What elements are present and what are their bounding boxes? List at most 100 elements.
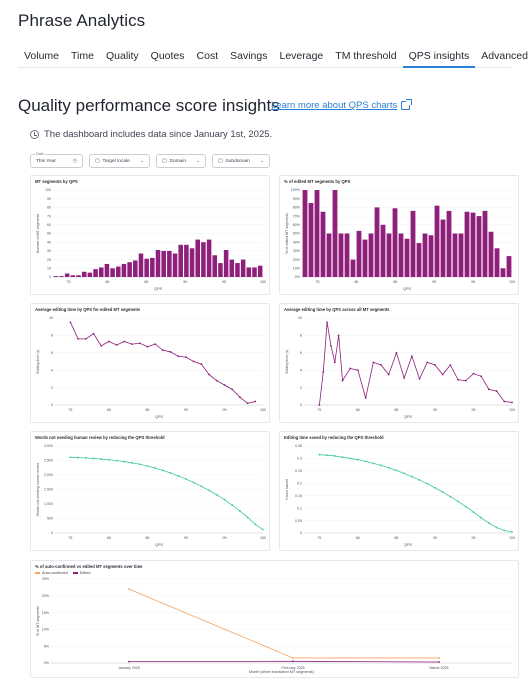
learn-more-link[interactable]: Learn more about QPS charts (271, 99, 413, 111)
data-point (223, 384, 226, 386)
bar (59, 276, 64, 277)
data-point (223, 498, 226, 501)
bar (314, 190, 320, 277)
x-tick-label: 80 (356, 408, 360, 412)
x-tick-label: 95 (222, 408, 226, 412)
x-tick-label: 75 (68, 536, 72, 540)
y-tick-label: 2 (51, 386, 53, 390)
data-point (330, 344, 332, 347)
data-point (215, 493, 218, 496)
x-tick-label: 75 (68, 408, 72, 412)
bar (326, 233, 332, 277)
y-tick-label: 20% (293, 258, 301, 262)
y-tick-label: 0 (51, 403, 53, 407)
chart-svg: 0 2 4 6 8 10 QPS Editing time (s) 75 80 85 90 95 100 (36, 316, 266, 419)
bar (482, 210, 488, 277)
subdomain-filter[interactable]: ▢ Subdomain ⌄ (212, 154, 270, 168)
bar (240, 259, 246, 277)
bar (223, 250, 229, 277)
chart-svg: 0% 5% 10% 15% 20% 25% Month (when translated M… (36, 577, 512, 674)
bar (246, 267, 252, 277)
data-point (387, 373, 390, 376)
data-point (380, 364, 382, 366)
date-filter[interactable]: Date This Year ◷ (30, 151, 83, 168)
legend-item-auto-confirmed[interactable]: Auto-confirmed (35, 571, 68, 575)
data-point (426, 482, 429, 485)
bar (356, 230, 362, 277)
data-point (464, 379, 467, 382)
series-line (70, 322, 256, 404)
data-point (349, 367, 352, 370)
target-locale-filter[interactable]: ▢ Target locale ⌄ (89, 154, 150, 168)
x-tick-label: 75 (67, 280, 71, 284)
y-tick-label: 6 (51, 351, 53, 355)
x-tick-label: 80 (105, 280, 109, 284)
x-tick-label: 95 (471, 408, 475, 412)
bar (308, 203, 314, 277)
x-tick-label: 85 (145, 536, 149, 540)
data-point (480, 375, 483, 378)
chart-svg: 0 10 20 30 40 50 60 70 80 90 100 QPS Number of MT se… (36, 188, 266, 291)
bar (404, 238, 410, 277)
chart-title: Words not needing human review by reduci… (35, 435, 165, 440)
data-point (246, 402, 249, 405)
data-point (480, 516, 483, 519)
y-tick-label: 70 (47, 214, 51, 218)
filter-icon: ▢ (162, 158, 167, 164)
chart-panel-edited-percent: % of edited MT segments by QPS 0% 10% 20% 3… (279, 175, 519, 295)
tab-tm-threshold[interactable]: TM threshold (335, 50, 397, 62)
tab-advanced[interactable]: Advanced (481, 50, 528, 62)
y-tick-label: 0 (300, 531, 302, 535)
bar (338, 233, 344, 277)
x-tick-label: 85 (394, 408, 398, 412)
tab-volume[interactable]: Volume (24, 50, 60, 62)
data-point (395, 469, 398, 472)
y-axis-label: Hours saved (285, 479, 289, 499)
y-tick-label: 4 (300, 368, 302, 372)
y-tick-label: 10 (49, 316, 53, 320)
bar (452, 233, 458, 277)
y-tick-label: 50 (47, 232, 51, 236)
data-point (364, 397, 367, 399)
bar (133, 260, 138, 277)
series-line (128, 588, 439, 659)
data-point (231, 504, 234, 507)
data-point (131, 461, 133, 464)
y-tick-label: 10% (42, 628, 50, 632)
bar (398, 233, 404, 277)
filter-icon: ▢ (95, 158, 100, 164)
y-tick-label: 3,000 (44, 444, 53, 448)
x-tick-label: 100 (260, 280, 266, 284)
x-tick-label: 100 (509, 280, 515, 284)
data-point (154, 343, 157, 345)
chart-title: Editing time saved by reducing the QPS t… (284, 435, 384, 440)
legend-item-edited[interactable]: Edited (72, 571, 91, 575)
y-tick-label: 8 (300, 334, 302, 338)
y-tick-label: 0 (51, 531, 53, 535)
tab-savings[interactable]: Savings (230, 50, 268, 62)
data-point (131, 343, 133, 345)
bar (53, 276, 59, 277)
tab-time[interactable]: Time (71, 50, 94, 62)
tab-quality[interactable]: Quality (105, 50, 139, 62)
y-tick-label: 2,000 (44, 473, 53, 477)
data-point (438, 657, 440, 659)
data-point (441, 373, 444, 376)
data-point (318, 453, 321, 456)
data-point (434, 486, 436, 489)
x-tick-label: 90 (433, 408, 437, 412)
x-tick-label: 95 (222, 280, 226, 284)
bar (87, 272, 93, 277)
tab-qps-insights[interactable]: QPS insights (402, 44, 476, 68)
chart-svg: 0 0.05 0.1 0.15 0.2 0.25 0.3 0.35 QPS Hours saved… (285, 444, 515, 547)
y-tick-label: 0.25 (295, 469, 302, 473)
y-tick-label: 40 (47, 240, 51, 244)
tab-quotes[interactable]: Quotes (150, 50, 185, 62)
y-tick-label: 70% (293, 214, 301, 218)
bar (81, 271, 87, 277)
tab-cost[interactable]: Cost (196, 50, 219, 62)
data-point (503, 529, 506, 532)
tab-leverage[interactable]: Leverage (279, 50, 324, 62)
data-point (238, 510, 241, 512)
domain-filter[interactable]: ▢ Domain ⌄ (156, 154, 206, 168)
